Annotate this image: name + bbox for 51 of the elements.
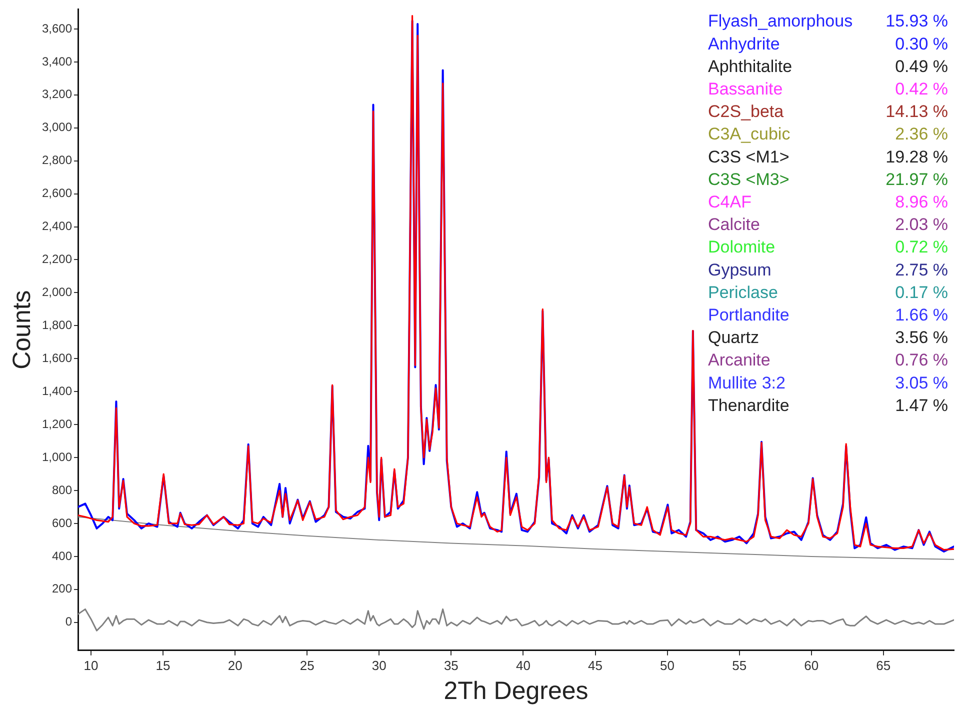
y-tick-label: 3,400: [42, 54, 72, 68]
y-tick-label: 0: [65, 614, 72, 629]
text: C4AF 8.96 %: [708, 192, 948, 212]
x-tick-label: 40: [516, 658, 530, 673]
text: Periclase 0.17 %: [708, 282, 948, 302]
y-tick-label: 3,000: [42, 120, 72, 134]
y-axis-title: Counts: [8, 290, 36, 370]
text: Gypsum 2.75 %: [708, 260, 948, 280]
y-tick-label: 2,400: [42, 219, 72, 234]
text: Arcanite 0.76 %: [708, 350, 948, 370]
x-tick-label: 25: [300, 658, 314, 673]
text: Mullite 3:2 3.05 %: [708, 373, 948, 392]
text: Anhydrite 0.30 %: [708, 34, 948, 54]
x-tick-label: 35: [444, 658, 458, 673]
text: Quartz 3.56 %: [708, 328, 948, 348]
text: C3A_cubic 2.36 %: [708, 124, 948, 144]
text: C2S_beta 14.13 %: [708, 102, 948, 122]
text: Dolomite 0.72 %: [708, 238, 948, 257]
y-tick-label: 400: [52, 548, 72, 563]
y-tick-label: 2,600: [42, 186, 72, 200]
text: C3S <M1> 19.28 %: [708, 147, 948, 166]
x-tick-label: 55: [732, 658, 747, 673]
y-tick-label: 1,800: [42, 318, 72, 332]
y-tick-label: 1,400: [42, 384, 72, 398]
text: Thenardite 1.47 %: [708, 396, 948, 415]
x-tick-label: 65: [876, 658, 891, 673]
y-tick-label: 3,200: [42, 87, 72, 102]
x-tick-label: 15: [156, 658, 170, 673]
y-tick-label: 2,000: [42, 285, 72, 300]
x-tick-label: 50: [660, 658, 675, 673]
x-tick-label: 30: [372, 658, 386, 673]
y-tick-label: 1,200: [42, 416, 72, 431]
x-tick-label: 60: [804, 658, 819, 673]
y-tick-label: 600: [52, 516, 72, 530]
text: Flyash_amorphous 15.93 %: [708, 12, 948, 31]
y-tick-label: 200: [52, 582, 72, 596]
text: Portlandite 1.66 %: [708, 305, 948, 324]
x-axis-title: 2Th Degrees: [444, 676, 588, 705]
y-tick-label: 2,800: [42, 153, 72, 168]
x-tick-label: 45: [588, 658, 602, 673]
text: Bassanite 0.42 %: [708, 79, 948, 98]
y-tick-label: 3,600: [42, 21, 72, 36]
y-tick-label: 800: [52, 482, 72, 497]
text: C3S <M3> 21.97 %: [708, 170, 948, 189]
y-tick-label: 2,200: [42, 252, 72, 266]
x-tick-label: 10: [84, 658, 98, 673]
y-tick-label: 1,600: [42, 350, 72, 365]
text: Calcite 2.03 %: [708, 215, 948, 234]
y-tick-label: 1,000: [42, 450, 72, 464]
x-tick-label: 20: [228, 658, 242, 673]
text: Aphthitalite 0.49 %: [708, 56, 948, 76]
